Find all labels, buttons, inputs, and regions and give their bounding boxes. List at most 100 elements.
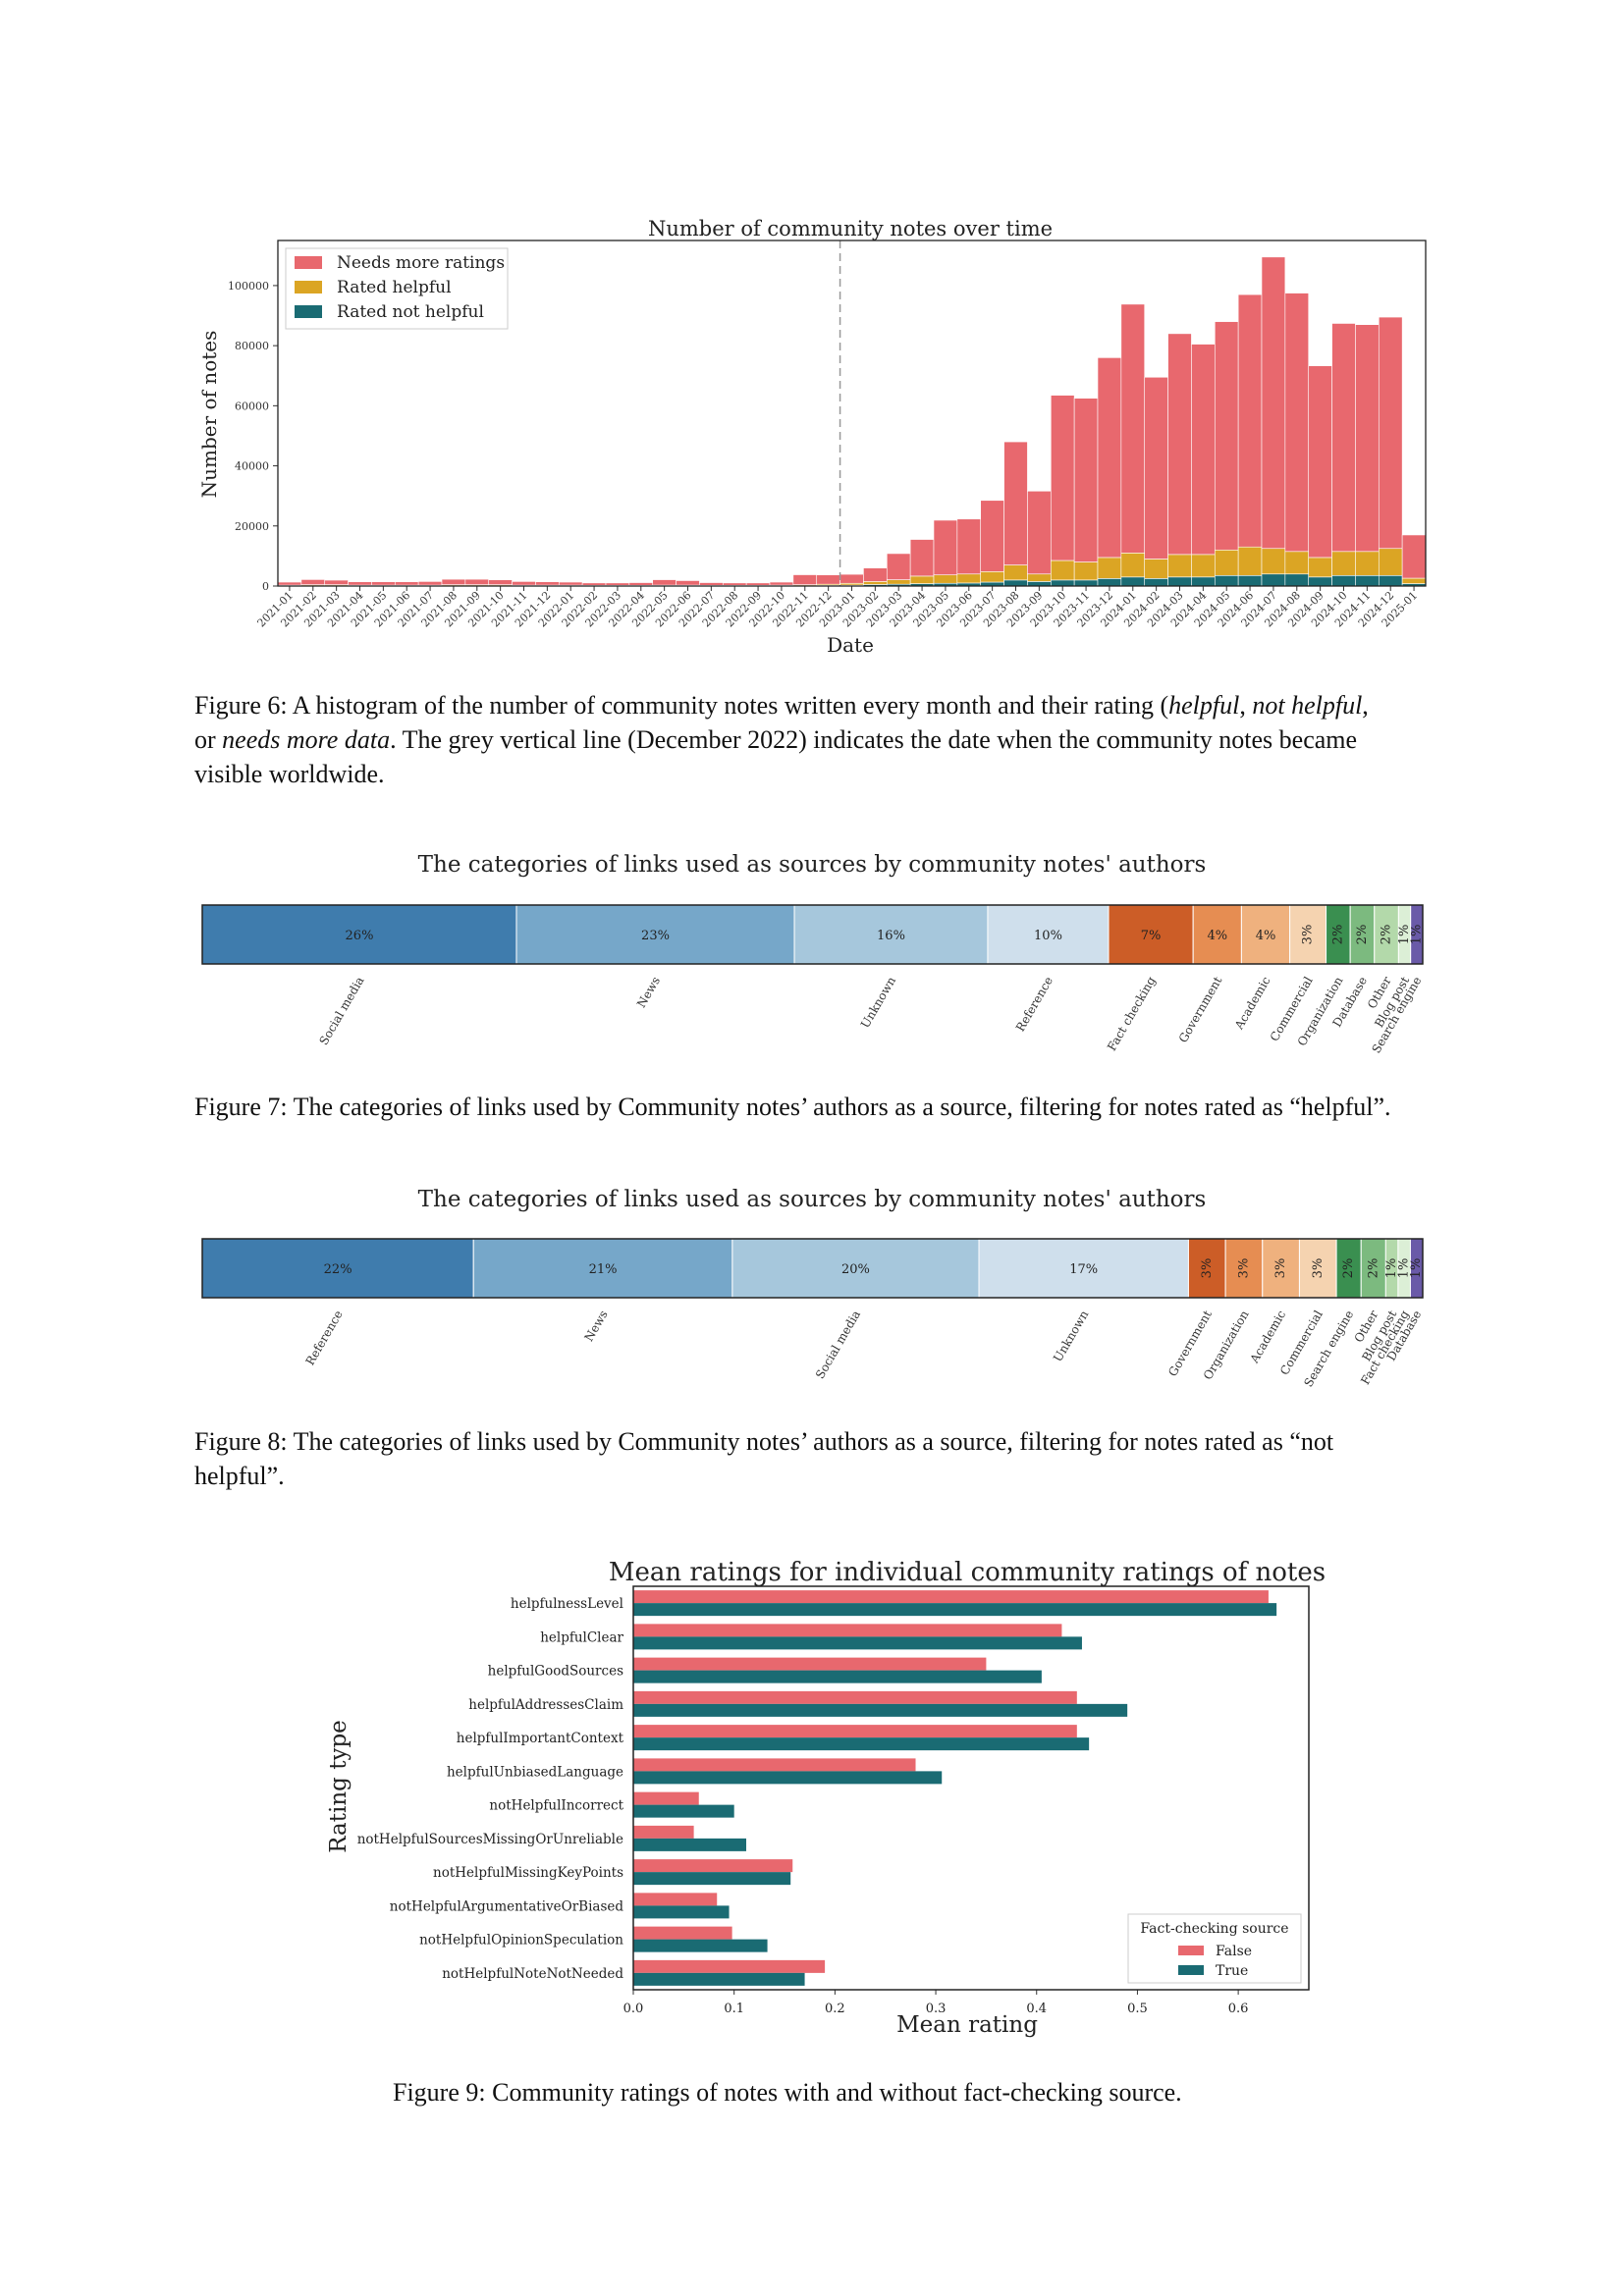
category-segment [1240,904,1291,965]
y-tick-label: notHelpfulArgumentativeOrBiased [390,1898,624,1914]
legend-frame [285,247,509,330]
category-segment [201,904,517,965]
rating-bar [633,1905,730,1919]
category-segment [987,904,1110,965]
rating-bar [633,1872,791,1886]
segment-percent-label: 2% [1366,1258,1380,1279]
category-segment [1289,904,1327,965]
x-tick-label: 0.4 [1026,2002,1047,2016]
rating-bar [633,1670,1042,1683]
legend-label: Rated helpful [337,278,452,297]
y-tick-label: helpfulImportantContext [457,1731,624,1746]
segment-percent-label: 3% [1273,1258,1288,1279]
figure6-histogram: Number of community notes over time 2021… [197,217,1427,657]
x-axis-label: Date [827,633,874,657]
figure7-category-bar: The categories of links used as sources … [201,852,1424,1055]
legend-label: True [1216,1963,1248,1979]
rating-bar [633,1703,1128,1717]
rating-bar [633,1725,1077,1738]
y-tick-label: 80000 [235,340,269,352]
rating-bar [633,1939,768,1952]
rating-bar [633,1590,1269,1604]
rating-bar [633,1636,1082,1650]
figure8-category-bar: The categories of links used as sources … [201,1187,1424,1389]
category-segment [793,904,989,965]
legend-swatch [295,281,322,294]
segment-percent-label: 17% [1069,1262,1098,1277]
rating-bar [633,1825,694,1839]
figure8-caption: Figure 8: The categories of links used b… [194,1427,1334,1490]
segment-percent-label: 2% [1355,925,1370,945]
y-tick-label: 100000 [228,280,269,293]
segment-percent-label: 1% [1409,1258,1424,1279]
figure9-ratings-chart: Mean ratings for individual community ra… [326,1558,1326,2038]
category-segment [472,1238,733,1299]
figure6-caption: Figure 6: A histogram of the number of c… [194,691,1369,788]
y-tick-label: 0 [262,580,269,593]
chart-title: Mean ratings for individual community ra… [609,1558,1326,1587]
plot-area: 2021-012021-022021-032021-042021-052021-… [228,240,1427,629]
x-tick-label: 0.2 [825,2002,845,2016]
category-segment [201,1238,474,1299]
y-tick-label: helpfulUnbiasedLanguage [447,1764,623,1780]
segment-percent-label: 3% [1200,1258,1215,1279]
category-segment [1298,1238,1337,1299]
plot-area: 26%Social media23%News16%Unknown10%Refer… [201,904,1424,1055]
figure7-caption: Figure 7: The categories of links used b… [194,1093,1391,1121]
y-tick-label: notHelpfulIncorrect [489,1798,623,1814]
segment-percent-label: 7% [1141,929,1162,943]
rating-bar [633,1690,1077,1704]
segment-percent-label: 3% [1311,1258,1326,1279]
rating-bar [633,1926,732,1940]
legend-title: Fact-checking source [1140,1921,1288,1937]
legend-swatch [295,256,322,269]
segment-percent-label: 20% [841,1262,870,1277]
legend-frame [1127,1913,1302,1984]
legend-label: False [1216,1944,1252,1959]
rating-bar [633,1737,1090,1751]
legend: Fact-checking source False True [1127,1913,1302,1984]
rating-bar [633,1758,916,1772]
category-segment [1335,1238,1362,1299]
rating-bar [633,1838,747,1851]
segment-percent-label: 16% [877,929,905,943]
x-tick-label: 0.6 [1228,2002,1249,2016]
category-segment [978,1238,1189,1299]
y-axis-label: Rating type [326,1720,352,1853]
legend: Needs more ratings Rated helpful Rated not… [285,247,509,330]
segment-percent-label: 4% [1207,929,1227,943]
y-tick-label: 40000 [235,460,269,473]
segment-percent-label: 2% [1330,925,1345,945]
segment-percent-label: 3% [1236,1258,1251,1279]
segment-percent-label: 1% [1384,1258,1399,1279]
y-tick-label: helpfulClear [540,1629,623,1645]
legend-swatch [295,305,322,318]
segment-percent-label: 1% [1409,925,1424,945]
chart-title: The categories of links used as sources … [418,852,1207,878]
segment-percent-label: 2% [1380,925,1394,945]
segment-percent-label: 22% [324,1262,352,1277]
plot-frame [632,1585,1310,1991]
segment-percent-label: 1% [1397,925,1412,945]
x-axis-label: Mean rating [896,2012,1038,2038]
segment-percent-label: 1% [1397,1258,1412,1279]
y-tick-label: notHelpfulOpinionSpeculation [419,1933,623,1949]
bar-segment [1378,316,1403,550]
rating-bar [633,1771,943,1785]
chart-title: The categories of links used as sources … [418,1187,1207,1212]
chart-title: Number of community notes over time [648,217,1053,240]
x-tick-label: 0.0 [623,2002,644,2016]
segment-percent-label: 4% [1256,929,1276,943]
rating-bar [633,1624,1062,1637]
x-tick-label: 0.3 [926,2002,947,2016]
y-tick-label: 60000 [235,400,269,412]
y-tick-label: helpfulnessLevel [511,1596,623,1612]
category-segment [1326,904,1351,965]
plot-area: helpfulnessLevel helpfulClear helpfulGoodS… [357,1585,1310,2016]
y-tick-label: 20000 [235,520,269,533]
legend-swatch [1178,1965,1204,1975]
figure9-caption: Figure 9: Community ratings of notes wit… [393,2078,1182,2107]
plot-frame [277,240,1427,587]
legend-label: Needs more ratings [337,253,505,273]
y-tick-label: notHelpfulSourcesMissingOrUnreliable [357,1832,623,1847]
